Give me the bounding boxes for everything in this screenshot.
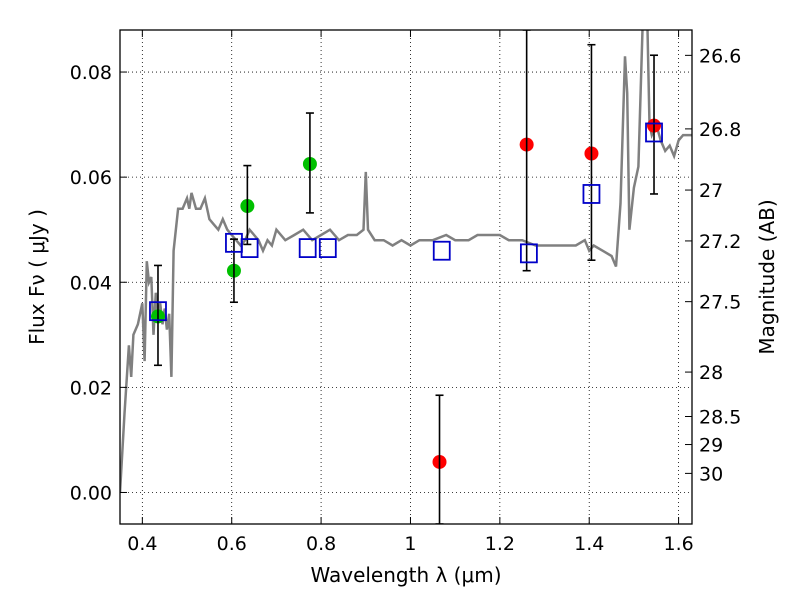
axes: 0.4 0.6 0.8 1 1.2 1.4 1.6 0.00 0.02 0.04 0.06 0.08 2…	[70, 30, 741, 555]
x-tick-label: 1	[404, 533, 416, 555]
y-tick-label: 0.04	[70, 272, 112, 294]
model-flux-square	[582, 184, 601, 204]
mag-tick-label: 30	[699, 463, 723, 485]
x-axis-label: Wavelength λ (μm)	[310, 563, 501, 587]
model-flux-square	[519, 243, 538, 264]
model-flux-square	[645, 122, 663, 143]
y-tick-label: 0.00	[70, 482, 112, 504]
y-tick-label: 0.06	[70, 167, 112, 189]
x-tick-label: 1.2	[485, 533, 515, 555]
mag-tick-label: 29	[699, 435, 723, 457]
y-tick-label: 0.02	[70, 377, 112, 399]
x-tick-label: 1.6	[663, 533, 693, 555]
grid-lines	[120, 30, 692, 524]
x-tick-label: 0.6	[217, 533, 247, 555]
model-flux-square	[240, 238, 259, 258]
model-flux-square	[318, 238, 337, 258]
y-tick-label: 0.08	[70, 62, 112, 84]
model-flux-square	[432, 240, 451, 261]
right-axis-label: Magnitude (AB)	[755, 199, 779, 354]
mag-tick-label: 27	[699, 180, 723, 202]
mag-tick-label: 26.6	[699, 45, 741, 67]
data-marks	[120, 30, 692, 524]
plot-frame	[119, 29, 693, 525]
mag-tick-label: 26.8	[699, 119, 741, 141]
mag-tick-label: 27.5	[699, 292, 741, 314]
model-flux-square	[149, 301, 167, 322]
model-flux-square	[298, 238, 317, 258]
x-tick-label: 0.8	[306, 533, 336, 555]
x-tick-label: 1.4	[574, 533, 604, 555]
mag-tick-label: 27.2	[699, 231, 741, 253]
mag-tick-label: 28	[699, 362, 723, 384]
mag-tick-label: 28.5	[699, 407, 741, 429]
x-tick-label: 0.4	[127, 533, 157, 555]
y-axis-label: Flux Fν ( μJy )	[25, 209, 49, 345]
plot-background	[120, 30, 692, 524]
